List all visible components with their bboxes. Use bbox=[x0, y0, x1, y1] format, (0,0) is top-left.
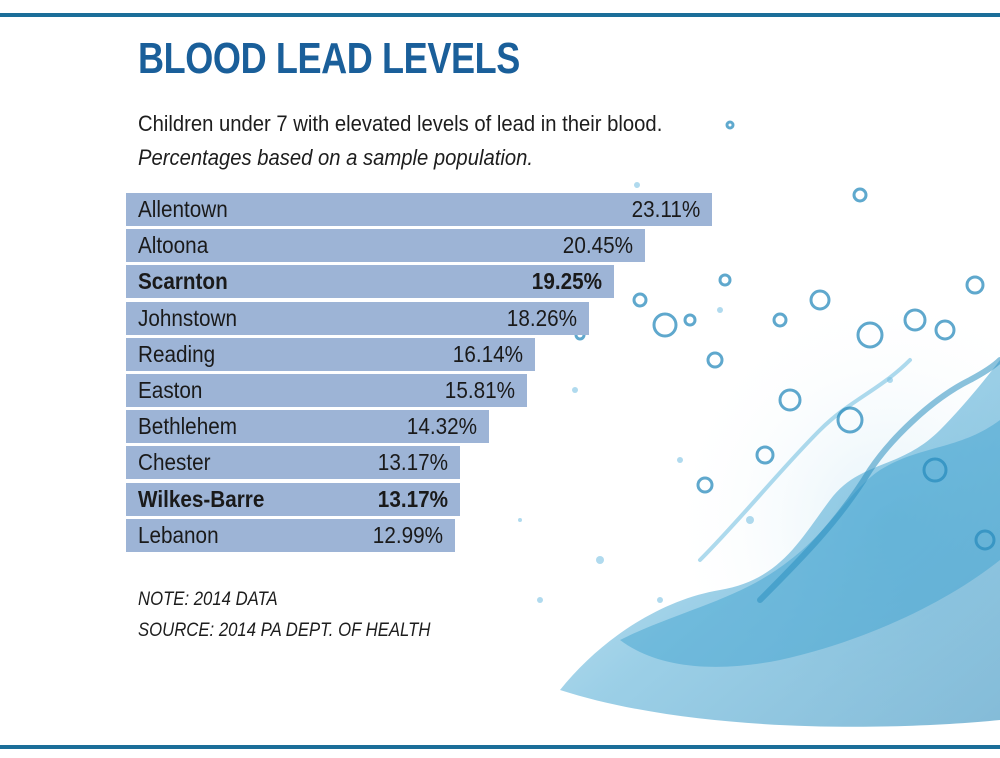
bottom-rule bbox=[0, 745, 1000, 749]
bar-wilkes-barre: Wilkes-Barre 13.17% bbox=[126, 482, 460, 516]
page-title: BLOOD LEAD LEVELS bbox=[138, 34, 520, 83]
bar-label: Scarnton bbox=[138, 268, 228, 295]
bar-allentown: Allentown 23.11% bbox=[126, 193, 712, 226]
bar-value-label: 12.99% bbox=[373, 521, 444, 548]
bar-lebanon: Lebanon 12.99% bbox=[126, 518, 456, 552]
bar-value-label: 18.26% bbox=[506, 304, 578, 331]
bar-chester: Chester 13.17% bbox=[126, 446, 460, 480]
bar-value-label: 13.17% bbox=[377, 485, 448, 512]
bar-label: Lebanon bbox=[138, 521, 219, 548]
bar-label: Chester bbox=[138, 449, 211, 476]
bar-johnstown: Johnstown 18.26% bbox=[126, 301, 590, 335]
bar-label: Johnstown bbox=[138, 304, 237, 331]
bar-label: Altoona bbox=[138, 232, 209, 259]
bar-scarnton: Scarnton 19.25% bbox=[126, 265, 615, 299]
bar-label: Bethlehem bbox=[138, 413, 237, 440]
bar-label: Wilkes-Barre bbox=[138, 485, 265, 512]
source-text: SOURCE: 2014 PA DEPT. OF HEALTH bbox=[138, 620, 431, 641]
bar-bethlehem: Bethlehem 14.32% bbox=[126, 410, 490, 444]
bar-easton: Easton 15.81% bbox=[126, 374, 527, 407]
bar-value-label: 20.45% bbox=[562, 232, 633, 259]
bar-value-label: 16.14% bbox=[453, 340, 524, 367]
bar-altoona: Altoona 20.45% bbox=[126, 229, 645, 263]
bar-label: Reading bbox=[138, 340, 216, 367]
bar-reading: Reading 16.14% bbox=[126, 337, 536, 371]
bar-chart: Allentown 23.11% Altoona 20.45% Scarnton 19.2… bbox=[126, 193, 726, 553]
bar-value-label: 19.25% bbox=[531, 268, 603, 295]
chart-subtitle-italic: Percentages based on a sample population… bbox=[138, 145, 533, 170]
bar-value-label: 15.81% bbox=[444, 377, 515, 403]
note-text: NOTE: 2014 DATA bbox=[138, 589, 278, 610]
bar-value-label: 13.17% bbox=[377, 449, 448, 476]
bar-label: Allentown bbox=[138, 196, 228, 222]
bar-value-label: 23.11% bbox=[631, 196, 700, 222]
chart-subtitle: Children under 7 with elevated levels of… bbox=[138, 111, 663, 136]
bar-value-label: 14.32% bbox=[406, 413, 478, 440]
bar-label: Easton bbox=[138, 377, 203, 403]
top-rule bbox=[0, 13, 1000, 17]
